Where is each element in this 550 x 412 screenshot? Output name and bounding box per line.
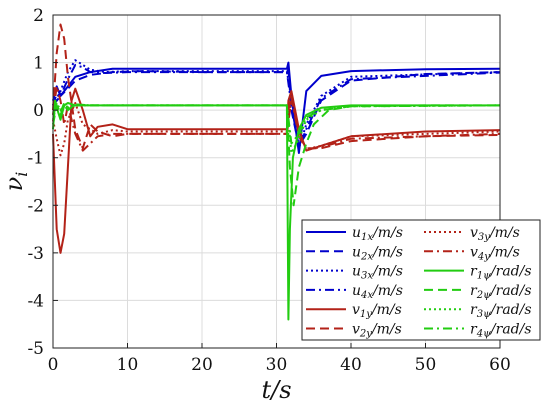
series-layer — [52, 23, 501, 321]
legend-label-1: u1x/m/s — [352, 225, 403, 243]
series-line-8 — [52, 85, 501, 152]
series-line-7 — [52, 94, 501, 157]
legend-label-6: v2y/m/s — [352, 322, 402, 340]
x-tick-label: 0 — [48, 355, 59, 375]
legend-box — [301, 219, 541, 341]
x-axis-label: t/s — [261, 376, 291, 404]
series-line-12 — [52, 102, 501, 145]
series-line-3 — [52, 59, 501, 150]
x-tick-label: 60 — [489, 355, 511, 375]
x-tick-label: 30 — [266, 355, 288, 375]
legend-label-2: u2x/m/s — [352, 244, 403, 262]
x-tick-label: 10 — [117, 355, 139, 375]
y-tick-label: -2 — [27, 196, 44, 216]
y-tick-label: -4 — [27, 291, 44, 311]
y-tick-label: 0 — [33, 101, 44, 121]
y-tick-label: -3 — [27, 244, 44, 264]
series-line-4 — [52, 63, 501, 149]
axes: 0 10 20 30 40 50 60 -5 -4 -3 -2 -1 0 1 2 t/s νi — [0, 6, 511, 404]
legend-label-8: v4y/m/s — [470, 244, 520, 262]
legend-label-4: u4x/m/s — [352, 283, 403, 301]
legend-label-7: v3y/m/s — [470, 225, 520, 243]
y-tick-label: 2 — [33, 6, 44, 26]
y-tick-label: -5 — [27, 339, 44, 359]
y-tick-label: 1 — [33, 54, 44, 74]
x-tick-label: 40 — [340, 355, 362, 375]
x-tick-label: 20 — [191, 355, 213, 375]
legend-label-3: u3x/m/s — [352, 264, 403, 282]
series-line-1 — [52, 61, 501, 154]
y-tick-label: -1 — [27, 149, 44, 169]
y-axis-label: νi — [0, 172, 31, 192]
x-tick-label: 50 — [415, 355, 437, 375]
legend-label-5: v1y/m/s — [352, 302, 402, 320]
